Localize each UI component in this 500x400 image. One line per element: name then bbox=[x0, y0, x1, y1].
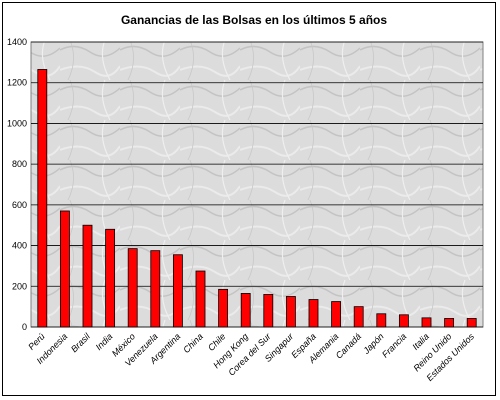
y-tick-label: 800 bbox=[12, 159, 27, 169]
bar bbox=[218, 288, 229, 328]
bars bbox=[37, 69, 477, 328]
y-tick-label: 1200 bbox=[7, 78, 27, 88]
y-tick-label: 400 bbox=[12, 241, 27, 251]
x-tick-label: Brasil bbox=[69, 331, 93, 355]
bar bbox=[398, 314, 409, 328]
bar bbox=[421, 317, 432, 328]
bar bbox=[127, 248, 138, 328]
chart-title: Ganancias de las Bolsas en los últimos 5… bbox=[121, 13, 387, 27]
bar bbox=[376, 313, 387, 328]
bar bbox=[308, 299, 319, 328]
y-axis-ticks: 0 200 400 600 800 1000 1200 1400 bbox=[7, 37, 27, 332]
bar bbox=[105, 228, 116, 328]
bar bbox=[59, 210, 70, 328]
bar bbox=[331, 301, 342, 328]
x-tick-label: Francia bbox=[380, 331, 408, 359]
x-tick-label: Canadá bbox=[334, 331, 363, 360]
bar bbox=[82, 224, 93, 328]
y-tick-label: 600 bbox=[12, 200, 27, 210]
bar bbox=[172, 254, 183, 328]
plot-area bbox=[30, 41, 484, 328]
bar bbox=[353, 306, 364, 328]
x-tick-label: China bbox=[181, 331, 205, 355]
bar bbox=[195, 270, 206, 328]
bar bbox=[444, 318, 455, 328]
bar bbox=[37, 69, 48, 328]
y-tick-label: 0 bbox=[22, 322, 27, 332]
y-tick-label: 200 bbox=[12, 281, 27, 291]
y-tick-label: 1000 bbox=[7, 118, 27, 128]
bar bbox=[285, 296, 296, 328]
bar bbox=[150, 250, 161, 328]
bar bbox=[240, 293, 251, 328]
bar bbox=[466, 318, 477, 328]
bar bbox=[263, 294, 274, 328]
y-tick-label: 1400 bbox=[7, 37, 27, 47]
